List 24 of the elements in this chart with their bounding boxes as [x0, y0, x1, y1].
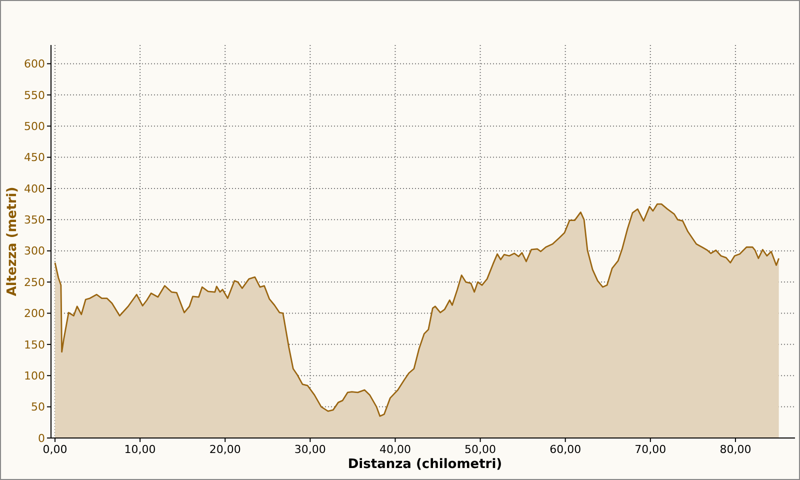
- y-tick-label: 300: [24, 244, 45, 258]
- x-tick-label: 80,00: [720, 443, 752, 456]
- x-axis-title: Distanza (chilometri): [348, 457, 502, 472]
- x-tick-label: 60,00: [550, 443, 582, 456]
- y-tick-label: 450: [24, 151, 45, 164]
- x-tick-label: 0,00: [42, 443, 68, 456]
- x-tick-label: 50,00: [464, 443, 496, 456]
- y-tick-label: 250: [24, 276, 45, 289]
- y-tick-label: 150: [24, 338, 45, 352]
- x-tick-label: 40,00: [379, 443, 411, 456]
- y-tick-label: 200: [24, 307, 45, 320]
- y-tick-label: 100: [24, 369, 45, 382]
- y-tick-label: 50: [31, 400, 45, 414]
- y-tick-label: 600: [24, 58, 45, 71]
- y-tick-label: 0: [38, 432, 45, 445]
- x-tick-label: 70,00: [634, 443, 666, 456]
- x-tick-label: 10,00: [124, 443, 156, 456]
- y-tick-label: 550: [24, 88, 45, 102]
- x-tick-label: 20,00: [209, 443, 241, 456]
- y-tick-label: 350: [24, 214, 45, 227]
- y-tick-label: 400: [24, 182, 45, 196]
- x-tick-label: 30,00: [294, 443, 326, 456]
- y-tick-label: 500: [24, 120, 45, 133]
- y-axis-title: Altezza (metri): [5, 186, 20, 296]
